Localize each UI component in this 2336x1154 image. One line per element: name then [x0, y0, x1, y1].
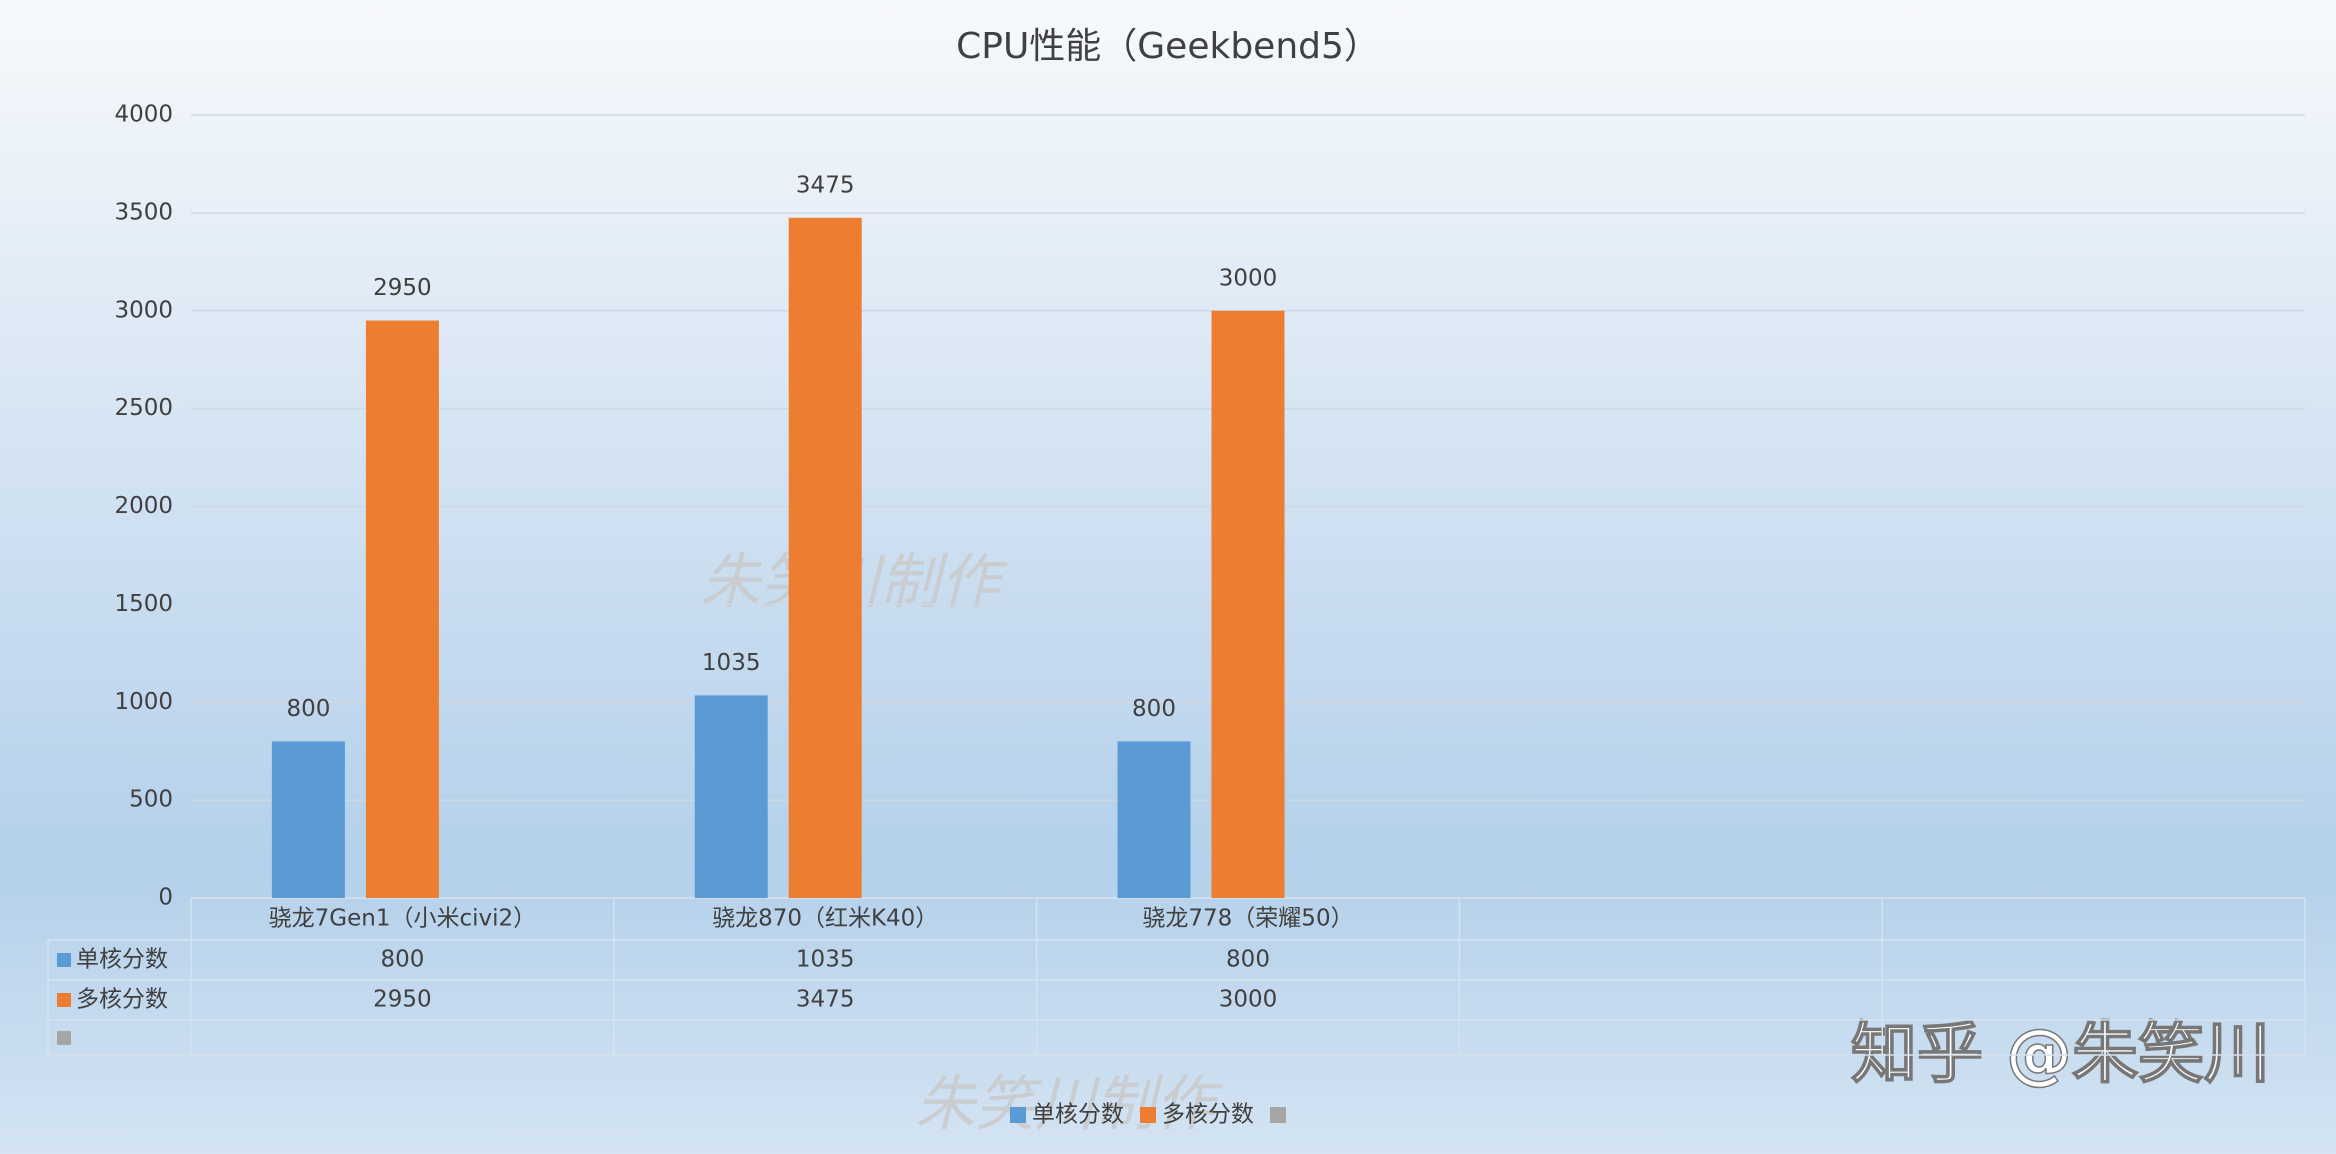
table-cell: 3475	[796, 987, 855, 1013]
legend-label: 单核分数	[1032, 1102, 1124, 1128]
bar	[694, 695, 768, 898]
y-tick-label: 1500	[114, 591, 173, 617]
bar	[271, 741, 345, 898]
legend-key	[57, 993, 71, 1007]
y-tick-label: 500	[129, 787, 173, 813]
data-label: 2950	[373, 275, 432, 301]
row-header: 单核分数	[76, 947, 168, 973]
legend-key	[1270, 1107, 1286, 1123]
legend-key	[1140, 1107, 1156, 1123]
table-cell: 800	[380, 947, 424, 973]
y-tick-label: 2000	[114, 493, 173, 519]
data-label: 3475	[796, 172, 855, 198]
data-label: 1035	[702, 650, 761, 676]
bar	[1117, 741, 1191, 898]
x-tick-label: 骁龙870（红米K40）	[712, 906, 938, 932]
x-tick-label: 骁龙778（荣耀50）	[1142, 906, 1353, 932]
y-tick-label: 4000	[114, 102, 173, 128]
data-label: 800	[286, 696, 330, 722]
table-cell: 1035	[796, 947, 855, 973]
legend-key	[57, 953, 71, 967]
watermark: 知乎 @朱笑川	[1851, 1015, 2270, 1092]
y-tick-label: 2500	[114, 395, 173, 421]
chart-title: CPU性能（Geekbend5）	[956, 26, 1380, 67]
table-cell: 2950	[373, 987, 432, 1013]
y-tick-label: 3500	[114, 199, 173, 225]
table-cell: 3000	[1219, 987, 1278, 1013]
data-label: 800	[1132, 696, 1176, 722]
legend-key	[57, 1031, 71, 1045]
data-label: 3000	[1219, 265, 1278, 291]
y-tick-label: 1000	[114, 689, 173, 715]
bar	[788, 217, 862, 899]
row-header: 多核分数	[76, 987, 168, 1013]
y-tick-label: 0	[158, 885, 173, 911]
x-tick-label: 骁龙7Gen1（小米civi2）	[269, 906, 537, 932]
y-tick-label: 3000	[114, 297, 173, 323]
bar	[365, 320, 439, 899]
table-cell: 800	[1226, 947, 1270, 973]
legend-key	[1010, 1107, 1026, 1123]
legend-label: 多核分数	[1162, 1102, 1254, 1128]
bar	[1211, 310, 1285, 898]
watermark: 朱笑川制作	[915, 1070, 1223, 1140]
